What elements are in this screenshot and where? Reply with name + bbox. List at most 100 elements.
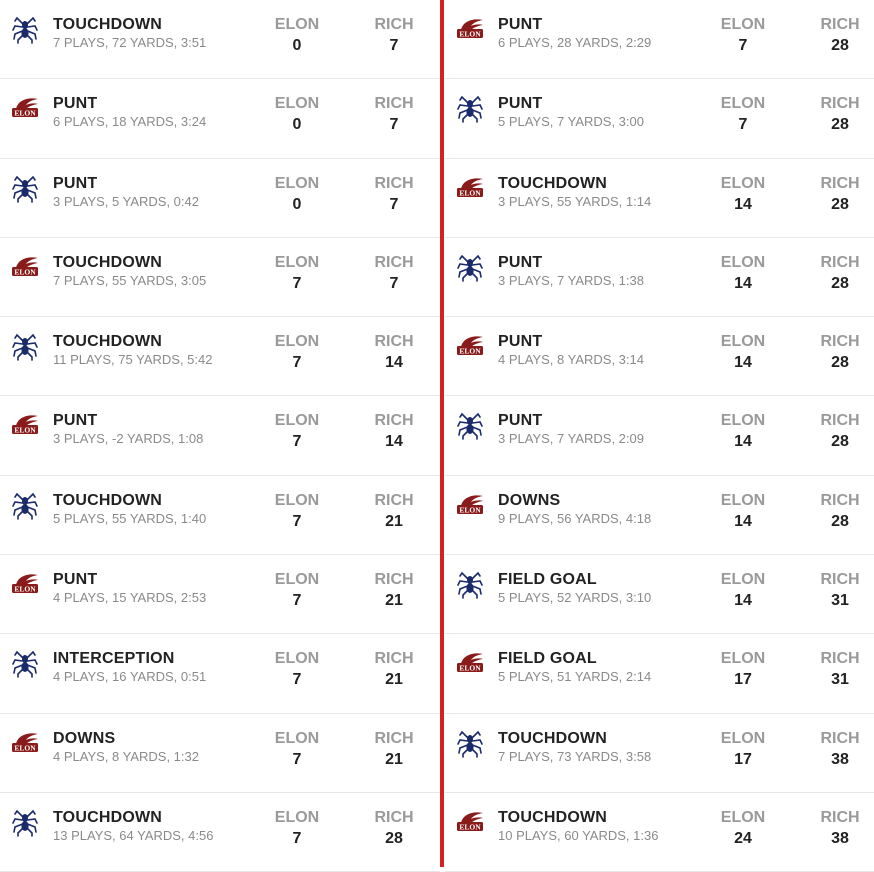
- elon-phoenix-logo-icon: ELON: [455, 648, 485, 678]
- team-abbr-elon: ELON: [720, 253, 766, 271]
- drive-row[interactable]: INTERCEPTION 4 PLAYS, 16 YARDS, 0:51 ELO…: [0, 634, 440, 714]
- team-abbr-rich: RICH: [820, 174, 860, 192]
- score-value-rich: 7: [389, 274, 399, 292]
- drive-row[interactable]: ELON PUNT 4 PLAYS, 15 YARDS, 2:53 ELON 7…: [0, 555, 440, 635]
- drive-summary: 4 PLAYS, 8 YARDS, 3:14: [498, 352, 644, 368]
- spider-logo-icon: [10, 173, 40, 203]
- score-value-elon: 0: [292, 37, 302, 54]
- column-divider: [440, 0, 444, 867]
- drive-result: TOUCHDOWN: [498, 174, 608, 192]
- drive-summary: 6 PLAYS, 28 YARDS, 2:29: [498, 35, 652, 50]
- drive-summary: 9 PLAYS, 56 YARDS, 4:18: [498, 510, 652, 526]
- drive-summary: 5 PLAYS, 52 YARDS, 3:10: [498, 590, 652, 606]
- score-rich: RICH 28: [810, 492, 870, 531]
- elon-phoenix-logo-icon: ELON: [455, 490, 485, 520]
- drive-row[interactable]: ELON DOWNS 4 PLAYS, 8 YARDS, 1:32 ELON 7…: [0, 714, 440, 793]
- svg-text:ELON: ELON: [14, 585, 36, 594]
- score-value-elon: 7: [292, 433, 302, 451]
- score-elon: ELON 7: [713, 95, 773, 134]
- score-value-rich: 21: [385, 671, 403, 689]
- score-elon: ELON 7: [267, 333, 327, 372]
- score-rich: RICH 28: [810, 175, 870, 214]
- team-abbr-rich: RICH: [820, 491, 860, 509]
- drive-summary: 4 PLAYS, 16 YARDS, 0:51: [53, 669, 207, 685]
- drive-row[interactable]: PUNT 3 PLAYS, 5 YARDS, 0:42 ELON 0 RICH …: [0, 159, 440, 238]
- drive-summary: 6 PLAYS, 18 YARDS, 3:24: [53, 114, 207, 130]
- drive-row[interactable]: ELON TOUCHDOWN 7 PLAYS, 55 YARDS, 3:05 E…: [0, 238, 440, 318]
- drive-row[interactable]: TOUCHDOWN 5 PLAYS, 55 YARDS, 1:40 ELON 7…: [0, 476, 440, 556]
- drive-row[interactable]: ELON TOUCHDOWN 3 PLAYS, 55 YARDS, 1:14 E…: [445, 159, 874, 238]
- drive-row[interactable]: ELON PUNT 3 PLAYS, -2 YARDS, 1:08 ELON 7…: [0, 396, 440, 476]
- score-rich: RICH 28: [810, 333, 870, 372]
- drive-result: PUNT: [53, 571, 98, 589]
- drive-info: TOUCHDOWN 5 PLAYS, 55 YARDS, 1:40: [53, 492, 206, 527]
- team-abbr-elon: ELON: [274, 571, 320, 589]
- drive-row[interactable]: ELON FIELD GOAL 5 PLAYS, 51 YARDS, 2:14 …: [445, 634, 874, 714]
- score-elon: ELON 14: [713, 412, 773, 451]
- score-value-elon: 17: [734, 750, 752, 768]
- score-value-elon: 7: [292, 829, 302, 847]
- score-value-elon: 7: [292, 592, 302, 610]
- team-abbr-elon: ELON: [274, 174, 320, 192]
- score-rich: RICH 28: [810, 95, 870, 134]
- score-value-rich: 7: [389, 116, 399, 134]
- drive-row[interactable]: TOUCHDOWN 13 PLAYS, 64 YARDS, 4:56 ELON …: [0, 793, 440, 872]
- svg-text:ELON: ELON: [459, 188, 481, 197]
- drive-row[interactable]: ELON PUNT 6 PLAYS, 18 YARDS, 3:24 ELON 0…: [0, 79, 440, 159]
- team-abbr-rich: RICH: [374, 95, 414, 113]
- team-abbr-elon: ELON: [720, 16, 766, 33]
- team-abbr-rich: RICH: [820, 333, 860, 351]
- drive-row[interactable]: TOUCHDOWN 7 PLAYS, 73 YARDS, 3:58 ELON 1…: [445, 714, 874, 793]
- team-abbr-elon: ELON: [720, 571, 766, 589]
- drive-summary: 5 PLAYS, 55 YARDS, 1:40: [53, 510, 207, 526]
- drive-row[interactable]: ELON TOUCHDOWN 10 PLAYS, 60 YARDS, 1:36 …: [445, 793, 874, 872]
- team-abbr-elon: ELON: [274, 95, 320, 113]
- svg-text:ELON: ELON: [14, 109, 36, 118]
- score-elon: ELON 7: [267, 571, 327, 610]
- score-value-rich: 28: [831, 433, 849, 451]
- elon-phoenix-logo-icon: ELON: [455, 331, 485, 361]
- drive-info: PUNT 6 PLAYS, 28 YARDS, 2:29: [498, 16, 651, 51]
- score-elon: ELON 7: [267, 492, 327, 531]
- drive-row[interactable]: TOUCHDOWN 11 PLAYS, 75 YARDS, 5:42 ELON …: [0, 317, 440, 397]
- drive-row[interactable]: PUNT 3 PLAYS, 7 YARDS, 1:38 ELON 14 RICH…: [445, 238, 874, 318]
- drive-result: TOUCHDOWN: [53, 253, 163, 271]
- drive-info: PUNT 3 PLAYS, 7 YARDS, 2:09: [498, 412, 644, 447]
- score-elon: ELON 0: [267, 175, 327, 214]
- score-value-rich: 28: [385, 829, 403, 847]
- drive-row[interactable]: FIELD GOAL 5 PLAYS, 52 YARDS, 3:10 ELON …: [445, 555, 874, 635]
- score-rich: RICH 31: [810, 650, 870, 689]
- score-rich: RICH 28: [810, 16, 870, 55]
- team-abbr-elon: ELON: [720, 729, 766, 747]
- drive-info: DOWNS 4 PLAYS, 8 YARDS, 1:32: [53, 730, 199, 765]
- drive-row[interactable]: PUNT 3 PLAYS, 7 YARDS, 2:09 ELON 14 RICH…: [445, 396, 874, 476]
- drive-summary: 3 PLAYS, 7 YARDS, 1:38: [498, 272, 644, 288]
- spider-logo-icon: [10, 490, 40, 520]
- team-abbr-rich: RICH: [374, 650, 414, 668]
- spider-logo-icon: [10, 648, 40, 679]
- score-elon: ELON 17: [713, 730, 773, 769]
- drive-row[interactable]: PUNT 5 PLAYS, 7 YARDS, 3:00 ELON 7 RICH …: [445, 79, 874, 159]
- elon-phoenix-logo-icon: ELON: [10, 252, 40, 282]
- score-elon: ELON 14: [713, 254, 773, 293]
- drive-row[interactable]: ELON PUNT 6 PLAYS, 28 YARDS, 2:29 ELON 7…: [445, 0, 874, 80]
- team-abbr-rich: RICH: [820, 16, 860, 33]
- score-value-rich: 7: [389, 195, 399, 213]
- drive-summary: 3 PLAYS, -2 YARDS, 1:08: [53, 431, 204, 447]
- team-abbr-elon: ELON: [274, 729, 320, 747]
- drive-row[interactable]: TOUCHDOWN 7 PLAYS, 72 YARDS, 3:51 ELON 0…: [0, 0, 440, 80]
- drive-result: PUNT: [498, 95, 543, 113]
- score-value-rich: 31: [831, 592, 849, 610]
- score-value-rich: 14: [385, 354, 403, 372]
- score-elon: ELON 0: [267, 16, 327, 55]
- team-abbr-elon: ELON: [720, 412, 766, 430]
- score-value-elon: 7: [738, 37, 748, 54]
- team-abbr-rich: RICH: [820, 808, 860, 826]
- drive-row[interactable]: ELON PUNT 4 PLAYS, 8 YARDS, 3:14 ELON 14…: [445, 317, 874, 397]
- score-elon: ELON 7: [267, 650, 327, 689]
- score-value-rich: 28: [831, 354, 849, 372]
- score-rich: RICH 7: [364, 16, 424, 55]
- drive-row[interactable]: ELON DOWNS 9 PLAYS, 56 YARDS, 4:18 ELON …: [445, 476, 874, 556]
- score-elon: ELON 14: [713, 571, 773, 610]
- drive-summary: 5 PLAYS, 7 YARDS, 3:00: [498, 114, 644, 130]
